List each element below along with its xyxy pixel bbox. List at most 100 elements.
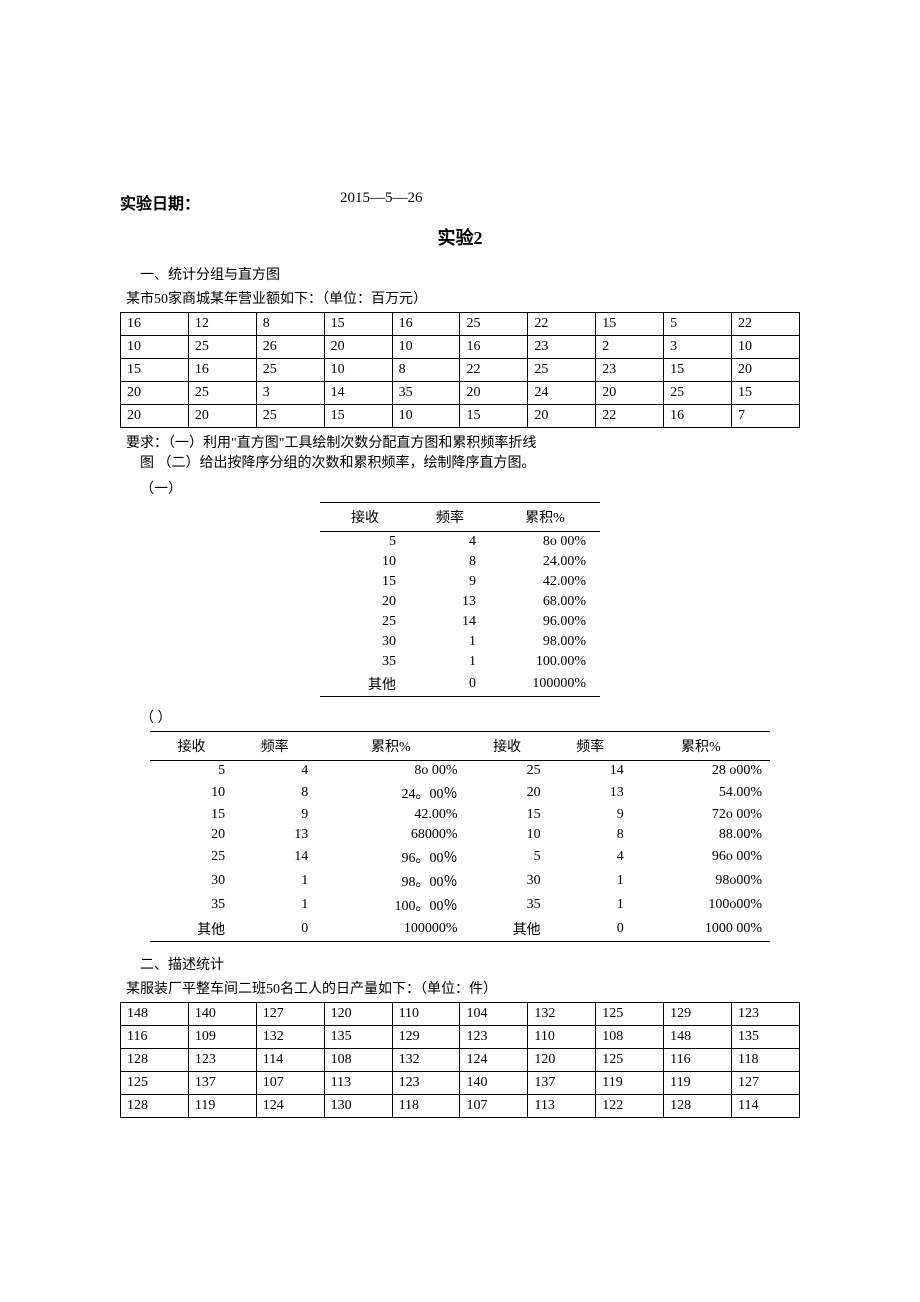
table-cell: 25 (256, 359, 324, 382)
freq-cell: 0 (410, 672, 490, 697)
table-cell: 15 (121, 359, 189, 382)
table-cell: 113 (528, 1095, 596, 1118)
table-cell: 20 (596, 382, 664, 405)
freq2-cell: 1 (549, 893, 632, 917)
freq2-cell: 28 o00% (632, 761, 770, 782)
freq2-cell: 14 (233, 845, 316, 869)
frequency-table-1: 接收 频率 累积% 548o 00%10824.00%15942.00%2013… (320, 502, 600, 697)
freq2-row: 201368000%10888.00% (150, 825, 770, 845)
header-label: 实验日期： (120, 190, 200, 214)
freq2-cell: 8o 00% (316, 761, 465, 782)
table-cell: 125 (596, 1003, 664, 1026)
freq-cell: 8 (410, 552, 490, 572)
table-cell: 22 (732, 313, 800, 336)
header-line: 实验日期： 2015—5—26 (120, 190, 800, 214)
col-receive: 接收 (320, 503, 410, 532)
part1-label: （一） (140, 478, 800, 498)
table-cell: 15 (460, 405, 528, 428)
table-cell: 148 (121, 1003, 189, 1026)
freq2-cell: 20 (466, 781, 549, 805)
freq2-cell: 30 (150, 869, 233, 893)
table-cell: 15 (324, 313, 392, 336)
freq2-cell: 9 (233, 805, 316, 825)
table-cell: 128 (121, 1095, 189, 1118)
table-cell: 125 (121, 1072, 189, 1095)
table-cell: 3 (256, 382, 324, 405)
table-cell: 25 (460, 313, 528, 336)
table-cell: 124 (256, 1095, 324, 1118)
freq2-cell: 5 (150, 761, 233, 782)
freq2-cell: 其他 (466, 917, 549, 942)
freq-cell: 10 (320, 552, 410, 572)
freq2-cell: 100。00％ (316, 893, 465, 917)
freq2-cell: 96o 00% (632, 845, 770, 869)
header-date: 2015—5—26 (340, 190, 423, 214)
table-cell: 22 (596, 405, 664, 428)
freq2-cell: 5 (466, 845, 549, 869)
freq-cell: 4 (410, 532, 490, 553)
table-cell: 132 (392, 1049, 460, 1072)
freq2-cell: 35 (466, 893, 549, 917)
table-cell: 128 (121, 1049, 189, 1072)
freq-cell: 100000% (490, 672, 600, 697)
table-cell: 110 (528, 1026, 596, 1049)
table-cell: 23 (596, 359, 664, 382)
table-cell: 119 (664, 1072, 732, 1095)
freq2-cell: 8 (233, 781, 316, 805)
table-cell: 132 (528, 1003, 596, 1026)
freq2-cell: 其他 (150, 917, 233, 942)
table-cell: 127 (732, 1072, 800, 1095)
freq2-cell: 4 (233, 761, 316, 782)
table-cell: 123 (392, 1072, 460, 1095)
table-cell: 8 (392, 359, 460, 382)
table-cell: 132 (256, 1026, 324, 1049)
table-row: 128119124130118107113122128114 (121, 1095, 800, 1118)
table-cell: 15 (324, 405, 392, 428)
freq2-cell: 9 (549, 805, 632, 825)
freq-cell: 5 (320, 532, 410, 553)
freq2-cell: 35 (150, 893, 233, 917)
table-cell: 124 (460, 1049, 528, 1072)
freq2-row: 10824。00％201354.00% (150, 781, 770, 805)
table-cell: 15 (596, 313, 664, 336)
table-row: 125137107113123140137119119127 (121, 1072, 800, 1095)
table-cell: 24 (528, 382, 596, 405)
table-cell: 25 (188, 382, 256, 405)
freq2-cell: 98o00% (632, 869, 770, 893)
table-row: 161281516252215522 (121, 313, 800, 336)
section1-heading: 一、统计分组与直方图 (140, 264, 800, 284)
table-cell: 127 (256, 1003, 324, 1026)
table-cell: 16 (460, 336, 528, 359)
freq-row: 15942.00% (320, 572, 600, 592)
table-cell: 140 (188, 1003, 256, 1026)
table-cell: 137 (528, 1072, 596, 1095)
freq2-cell: 98。00％ (316, 869, 465, 893)
freq-table2-header-row: 接收 频率 累积% 接收 频率 累积% (150, 732, 770, 761)
table-cell: 20 (188, 405, 256, 428)
frequency-table-2: 接收 频率 累积% 接收 频率 累积% 548o 00%251428 o00%1… (150, 731, 770, 942)
table-cell: 137 (188, 1072, 256, 1095)
freq2-cell: 15 (466, 805, 549, 825)
freq-cell: 20 (320, 592, 410, 612)
section1-subheading: 某市50家商城某年营业额如下：（单位：百万元） (126, 288, 800, 308)
col2-frequency-a: 频率 (233, 732, 316, 761)
table-cell: 109 (188, 1026, 256, 1049)
table-cell: 14 (324, 382, 392, 405)
table-row: 128123114108132124120125116118 (121, 1049, 800, 1072)
freq-cell: 14 (410, 612, 490, 632)
table-cell: 10 (392, 405, 460, 428)
freq2-cell: 4 (549, 845, 632, 869)
freq2-row: 其他0100000%其他01000 00% (150, 917, 770, 942)
table-cell: 7 (732, 405, 800, 428)
freq2-cell: 0 (233, 917, 316, 942)
table-cell: 20 (528, 405, 596, 428)
table-cell: 123 (460, 1026, 528, 1049)
freq2-cell: 88.00% (632, 825, 770, 845)
freq2-cell: 25 (466, 761, 549, 782)
table-cell: 110 (392, 1003, 460, 1026)
table-cell: 23 (528, 336, 596, 359)
table-cell: 22 (460, 359, 528, 382)
section2-heading: 二、描述统计 (140, 954, 800, 974)
table-cell: 116 (121, 1026, 189, 1049)
freq-cell: 98.00% (490, 632, 600, 652)
